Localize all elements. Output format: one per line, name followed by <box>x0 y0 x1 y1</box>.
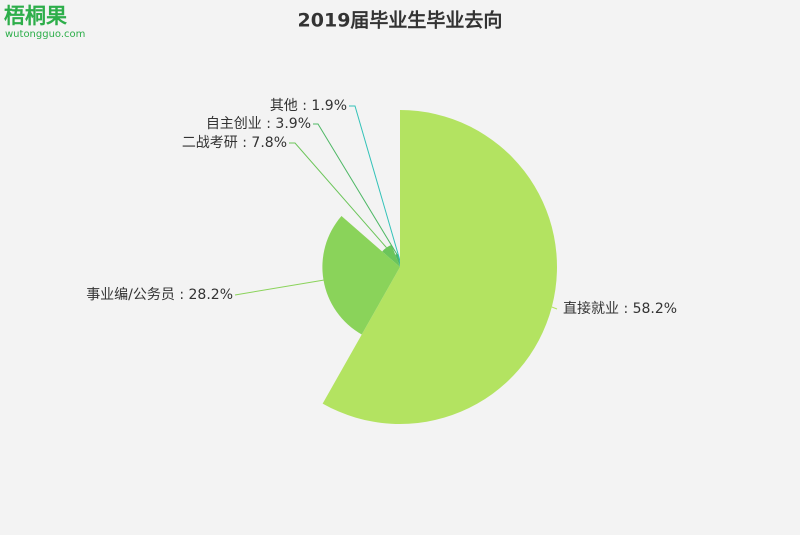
slice-label: 二战考研 : 7.8% <box>182 135 287 151</box>
logo-name: 梧桐果 <box>4 4 67 28</box>
rose-slice <box>395 253 400 267</box>
logo-site: wutongguo.com <box>5 29 85 40</box>
leader-line <box>349 105 401 260</box>
slice-label: 自主创业 : 3.9% <box>206 116 311 132</box>
leader-line <box>551 306 558 310</box>
leader-line <box>289 142 387 248</box>
slice-label: 其他 : 1.9% <box>270 98 347 114</box>
slice-label: 直接就业 : 58.2% <box>563 300 677 317</box>
chart-title: 2019届毕业生毕业去向 <box>298 9 503 32</box>
rose-slice <box>382 244 400 267</box>
rose-slice <box>399 259 400 267</box>
rose-slice <box>322 216 400 335</box>
rose-slice <box>322 110 558 424</box>
leader-line <box>313 123 398 255</box>
leader-line <box>234 279 324 296</box>
slice-label: 事业编/公务员 : 28.2% <box>86 287 233 303</box>
